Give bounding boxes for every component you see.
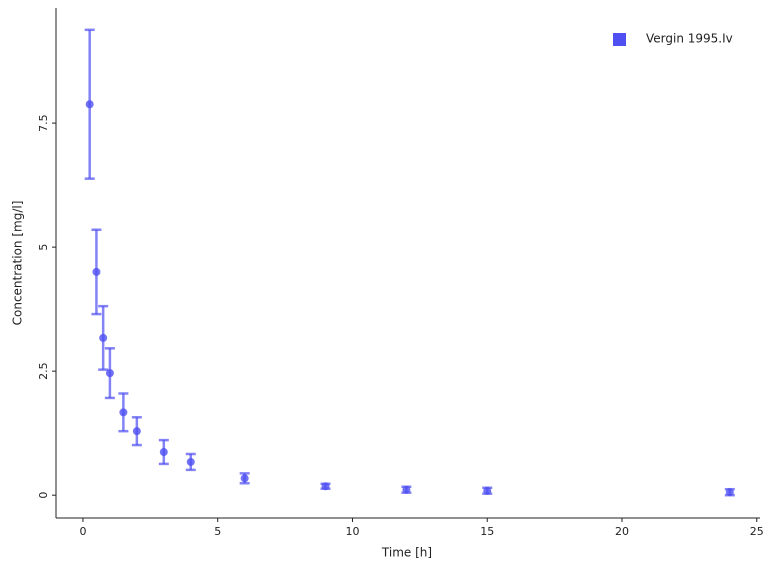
point	[402, 485, 411, 494]
point	[321, 482, 330, 491]
point	[132, 427, 141, 436]
y-tick-label: 5	[37, 244, 50, 251]
y-axis-title: Concentration [mg/l]	[11, 201, 25, 326]
y-tick-label: 2.5	[37, 362, 50, 380]
x-tick-label: 0	[79, 525, 86, 538]
point	[105, 369, 114, 378]
x-tick-label: 10	[345, 525, 359, 538]
point	[99, 333, 108, 342]
x-tick-label: 5	[214, 525, 221, 538]
x-tick-label: 15	[480, 525, 494, 538]
point	[240, 474, 249, 483]
x-tick-label: 25	[750, 525, 764, 538]
y-tick-label: 7.5	[37, 114, 50, 132]
point	[85, 100, 94, 109]
legend-label: Vergin 1995.Iv	[646, 32, 733, 46]
y-tick-label: 0	[37, 492, 50, 499]
point	[186, 457, 195, 466]
x-axis-title: Time [h]	[381, 546, 432, 560]
point	[92, 267, 101, 276]
x-tick-label: 20	[615, 525, 629, 538]
point	[483, 486, 492, 495]
point	[119, 408, 128, 417]
legend-marker	[613, 33, 626, 46]
point	[725, 488, 734, 497]
point	[159, 448, 168, 457]
